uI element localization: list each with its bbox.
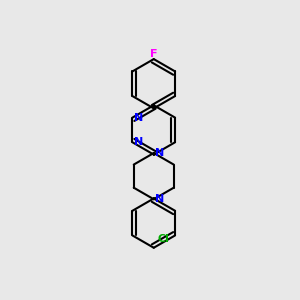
Text: N: N — [134, 137, 143, 147]
Text: N: N — [155, 148, 164, 158]
Text: F: F — [150, 49, 158, 59]
Text: N: N — [155, 194, 164, 204]
Text: N: N — [134, 112, 143, 123]
Text: Cl: Cl — [157, 234, 169, 244]
